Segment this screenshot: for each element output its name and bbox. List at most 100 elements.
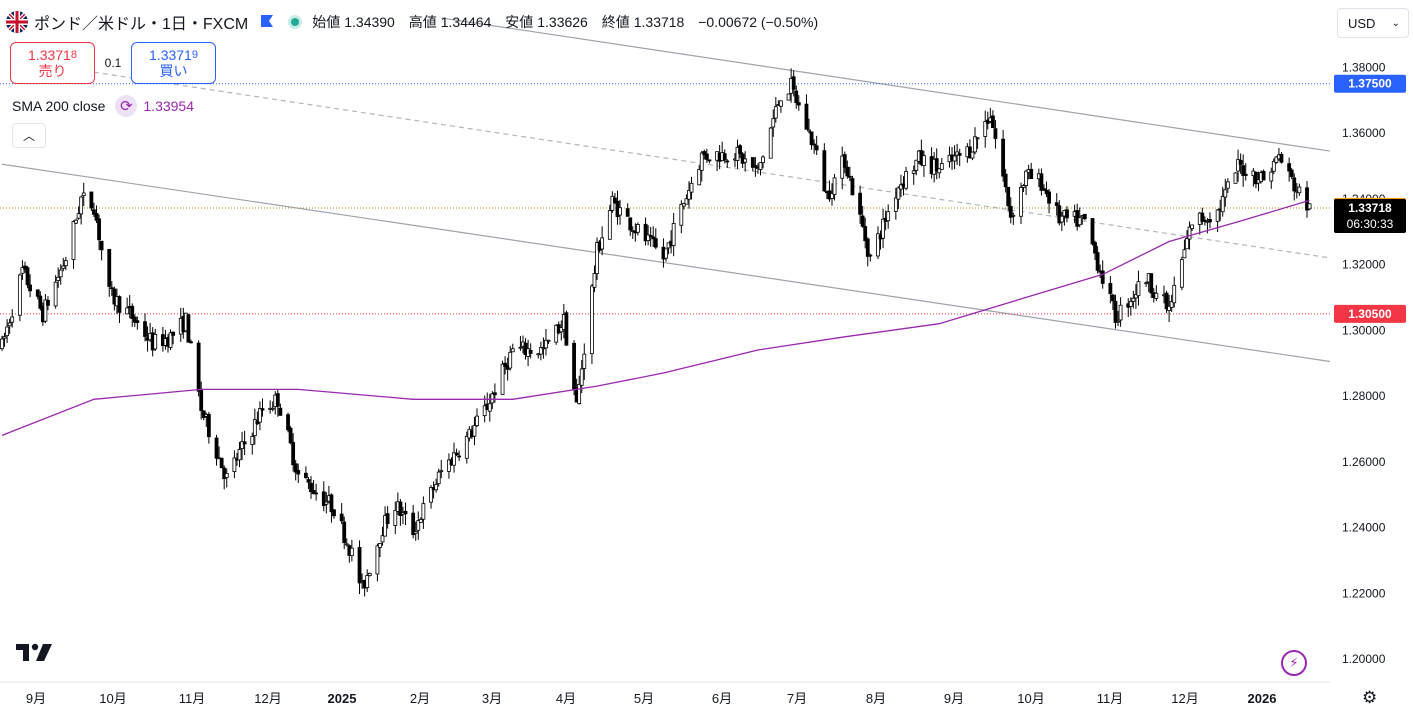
candle	[1292, 173, 1297, 201]
currency-select[interactable]: USD ⌄	[1337, 8, 1409, 38]
trendline-0[interactable]	[1, 163, 1331, 363]
candle	[206, 411, 211, 444]
symbol-header: ポンド／米ドル・1日・FXCM 始値 1.34390 高値 1.34464 安値 1.…	[6, 10, 822, 34]
candle	[76, 206, 81, 220]
candle	[1118, 297, 1123, 327]
candle	[1082, 213, 1087, 221]
candle	[1134, 284, 1138, 309]
candle	[1093, 240, 1097, 260]
buy-button[interactable]: 1.33719 買い	[131, 42, 216, 84]
indicator-legend[interactable]: SMA 200 close ⟳ 1.33954	[12, 95, 194, 117]
low-value: 1.33626	[537, 14, 588, 30]
candle	[81, 182, 86, 206]
candle	[107, 248, 112, 297]
candle	[1011, 212, 1016, 225]
candle	[1233, 172, 1238, 184]
candle	[881, 208, 885, 249]
candle	[579, 360, 584, 394]
candle	[490, 391, 495, 410]
candle	[796, 95, 801, 111]
candle	[922, 150, 926, 177]
candle	[544, 328, 548, 356]
candle	[268, 400, 273, 414]
candle	[1169, 294, 1174, 313]
symbol-title[interactable]: ポンド／米ドル・1日・FXCM	[34, 16, 249, 33]
price-label-3: 1.30500	[1334, 304, 1406, 323]
candle	[365, 569, 370, 592]
candle	[311, 479, 316, 495]
candle	[296, 463, 301, 483]
collapse-legend-button[interactable]: ︿	[12, 123, 46, 148]
candle	[899, 174, 903, 198]
lightning-icon[interactable]: ⚡	[1281, 650, 1307, 676]
candle	[309, 476, 313, 499]
candle	[43, 294, 48, 324]
candle	[344, 538, 349, 547]
candle	[786, 93, 791, 101]
candle	[58, 264, 63, 285]
candle	[329, 493, 334, 523]
candle	[840, 146, 845, 190]
candle	[1065, 206, 1069, 223]
price-tick-label: 1.28000	[1342, 389, 1386, 403]
candle	[528, 343, 533, 359]
candle	[646, 225, 651, 246]
close-value: 1.33718	[633, 14, 685, 30]
tradingview-logo[interactable]	[14, 641, 54, 668]
candle	[607, 204, 612, 240]
trendlines-layer	[1, 17, 1331, 363]
candle	[722, 149, 727, 164]
candle	[1003, 168, 1008, 193]
candle	[628, 217, 633, 236]
candle	[71, 220, 76, 269]
candle	[1254, 171, 1258, 189]
candle	[822, 143, 827, 192]
candle	[196, 340, 201, 397]
price-label-value: 1.33718	[1348, 201, 1392, 215]
candle	[957, 148, 962, 167]
time-tick-label: 4月	[556, 691, 576, 706]
candle	[791, 70, 796, 97]
buy-price-pip: 9	[191, 49, 198, 61]
candle	[1220, 186, 1225, 217]
candle	[291, 433, 296, 472]
candle	[554, 324, 559, 345]
time-axis[interactable]: 9月 10月 11月 12月 2025 2月 3月 4月 5月 6月 7月 8月 9月 10月 11月 12月…	[26, 691, 1277, 706]
candle	[1172, 276, 1177, 308]
candle	[237, 441, 242, 468]
currency-value: USD	[1348, 15, 1376, 31]
candle	[1305, 180, 1309, 218]
candle	[393, 501, 398, 535]
trendline-2[interactable]	[93, 71, 1331, 259]
price-axis[interactable]: 1.20000 1.22000 1.24000 1.26000 1.28000 1.300…	[1342, 60, 1386, 666]
trendline-1[interactable]	[441, 17, 1331, 152]
market-status-icon[interactable]	[288, 15, 303, 29]
candle	[847, 166, 852, 182]
candle	[286, 412, 290, 433]
candle	[1108, 276, 1113, 304]
candle	[865, 237, 870, 267]
candle	[1200, 207, 1205, 225]
candle	[975, 137, 980, 149]
candle	[487, 393, 492, 422]
candle	[1039, 168, 1044, 196]
settings-gear-icon[interactable]: ⚙	[1362, 688, 1378, 707]
candle	[970, 151, 975, 161]
candle	[1095, 246, 1100, 274]
sell-button[interactable]: 1.33718 売り	[10, 42, 95, 84]
candle	[697, 164, 702, 186]
candle	[1090, 218, 1095, 246]
candle	[35, 289, 40, 300]
refresh-icon[interactable]: ⟳	[115, 95, 138, 117]
bookmark-flag-icon[interactable]	[260, 14, 274, 31]
candle	[681, 202, 686, 210]
candle	[224, 468, 229, 488]
candle	[482, 395, 487, 423]
candle	[278, 403, 283, 416]
candle	[306, 476, 311, 489]
candle	[1029, 162, 1034, 179]
candle	[94, 205, 99, 224]
candle	[1001, 129, 1006, 182]
candle	[648, 226, 653, 247]
